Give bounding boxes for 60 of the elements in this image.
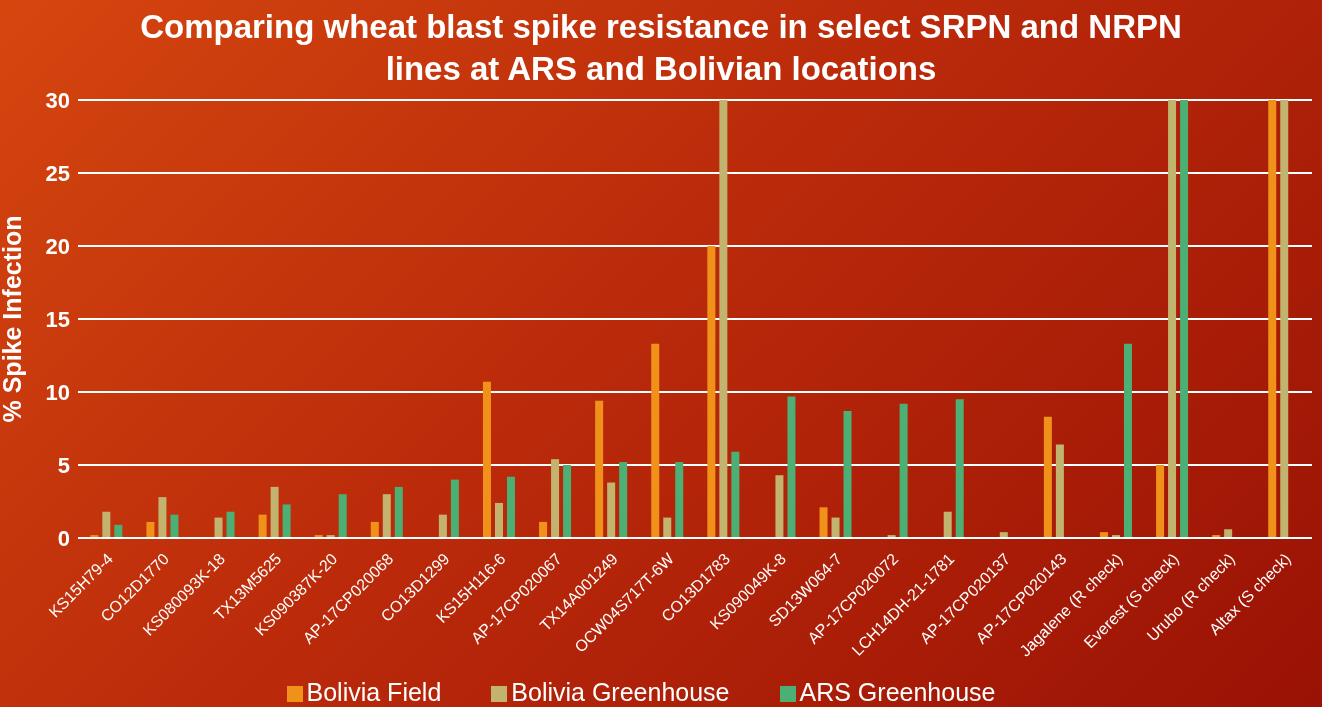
bar	[731, 451, 740, 538]
bar	[675, 462, 684, 538]
bar	[102, 511, 111, 538]
y-tick-label: 20	[45, 233, 70, 259]
bar	[607, 482, 616, 538]
bar	[270, 486, 279, 538]
y-tick-label: 25	[45, 160, 70, 186]
bar	[899, 403, 908, 538]
bar	[719, 100, 728, 538]
bar	[170, 514, 179, 538]
bar	[955, 399, 964, 538]
bar	[775, 475, 784, 538]
bar	[539, 521, 548, 538]
bar	[1123, 343, 1132, 538]
bar	[226, 511, 235, 538]
y-axis-title: % Spike Infection	[0, 215, 26, 423]
bar	[494, 502, 503, 538]
bar	[258, 514, 267, 538]
bar	[651, 343, 660, 538]
bar	[707, 246, 716, 538]
bar	[506, 476, 515, 538]
bar	[1168, 100, 1177, 538]
bar	[1224, 529, 1233, 538]
bar	[214, 517, 223, 538]
bar	[843, 410, 852, 538]
bar	[382, 494, 391, 538]
legend-label: ARS Greenhouse	[799, 678, 996, 706]
bar	[394, 486, 403, 538]
bar	[1268, 100, 1277, 538]
bar	[282, 504, 291, 538]
bar	[819, 507, 828, 538]
y-tick-label: 0	[57, 525, 70, 551]
y-tick-label: 10	[45, 379, 70, 405]
bar	[1280, 100, 1289, 538]
bar	[595, 400, 604, 538]
bar	[563, 465, 572, 538]
bar	[1055, 444, 1064, 538]
bar	[619, 462, 628, 538]
bar	[943, 511, 952, 538]
bar	[370, 521, 379, 538]
y-tick-label: 15	[45, 306, 70, 332]
chart-title: Comparing wheat blast spike resistance in select SRPN and NRPN lines at ARS and Bolivian locations	[140, 8, 1182, 87]
bar	[338, 494, 347, 538]
bar	[551, 459, 560, 538]
bar	[146, 521, 155, 538]
bar	[1156, 465, 1165, 538]
bar	[831, 517, 840, 538]
y-tick-label: 5	[57, 452, 70, 478]
bar	[663, 517, 672, 538]
bar	[787, 396, 796, 538]
bar	[1180, 100, 1189, 538]
bar	[114, 524, 123, 538]
y-tick-label: 30	[45, 87, 70, 113]
legend-label: Bolivia Field	[306, 678, 442, 706]
bar	[450, 479, 459, 538]
bar	[1043, 416, 1052, 538]
legend-label: Bolivia Greenhouse	[511, 678, 730, 706]
bar	[438, 514, 447, 538]
bar	[482, 381, 491, 538]
bar	[158, 497, 167, 538]
